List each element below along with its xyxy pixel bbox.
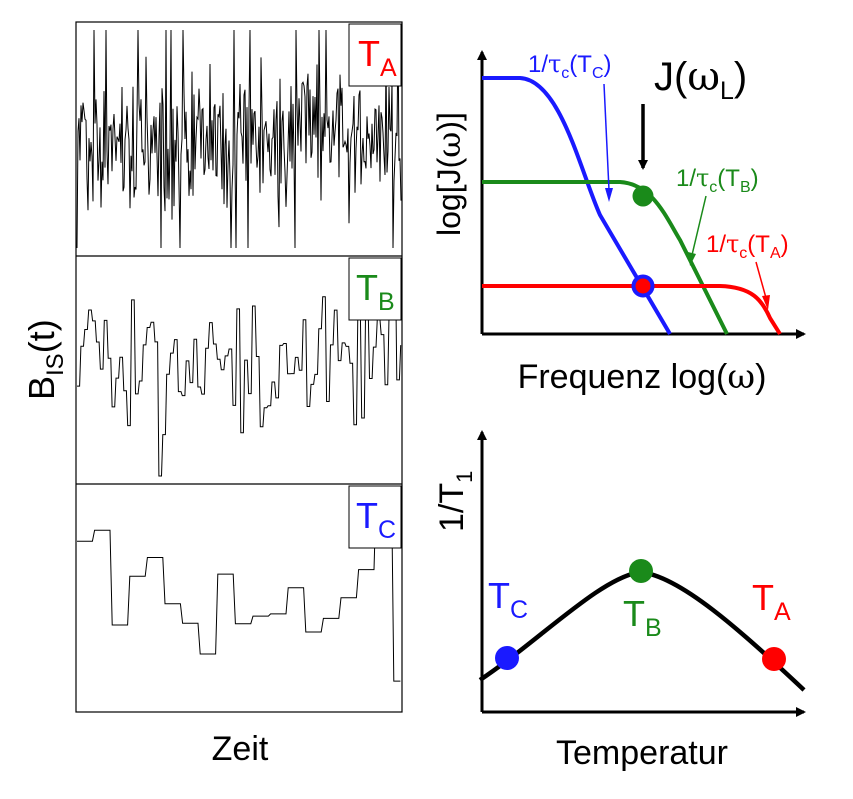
spectral-x-label: Frequenz log(ω): [518, 357, 767, 397]
time-series-group: TA TB TC BIS(t) Zeit: [21, 21, 403, 768]
relax-label-a: TA: [752, 577, 791, 626]
noise-trace-a: [76, 29, 402, 249]
time-series-y-label: BIS(t): [21, 319, 69, 400]
relax-point-a: [762, 647, 786, 671]
relax-label-b: TB: [623, 593, 662, 642]
label-box-a: [348, 23, 402, 87]
spectral-y-label: log[J(ω)]: [430, 112, 468, 236]
relax-point-b: [629, 559, 653, 583]
spectral-curve-a: [482, 284, 782, 336]
tau-pointer-b-head: [688, 252, 696, 266]
panel-label-c: TC: [356, 495, 396, 544]
relax-x-label: Temperatur: [556, 734, 728, 772]
noise-trace-c: [77, 491, 401, 682]
tau-pointer-b: [691, 195, 707, 256]
tau-pointer-c-head: [605, 188, 613, 202]
tau-pointer-a: [755, 261, 767, 299]
tau-label-c: 1/τc(TC): [528, 50, 612, 82]
marker-a-on-spectrum: [631, 274, 655, 298]
relax-label-c: TC: [488, 575, 528, 624]
time-series-frame: [75, 21, 403, 713]
tau-pointer-a-head: [762, 295, 770, 310]
tau-label-b: 1/τc(TB): [676, 164, 759, 196]
time-series-x-label: Zeit: [212, 730, 269, 768]
tau-label-a: 1/τc(TA): [706, 230, 789, 262]
marker-b-on-spectrum: [632, 185, 654, 207]
panel-label-a: TA: [358, 33, 397, 82]
relax-point-c: [495, 646, 519, 670]
relax-y-label: 1/T1: [433, 471, 477, 532]
relaxation-plot: TC TB TA 1/T1 Temperatur: [433, 430, 806, 772]
label-box-c: [348, 485, 402, 549]
tau-pointer-c: [603, 83, 610, 191]
spectral-curve-b: [482, 180, 729, 335]
larmor-label: J(ωL): [654, 54, 747, 105]
spectral-curve-c: [482, 76, 672, 336]
spectral-density-plot: J(ωL) 1/τc(TC) 1/τc(TB) 1/τc(TA) log[J(ω…: [430, 50, 806, 397]
panel-label-b: TB: [356, 267, 395, 316]
noise-trace-b: [77, 263, 402, 477]
label-box-b: [348, 257, 402, 321]
